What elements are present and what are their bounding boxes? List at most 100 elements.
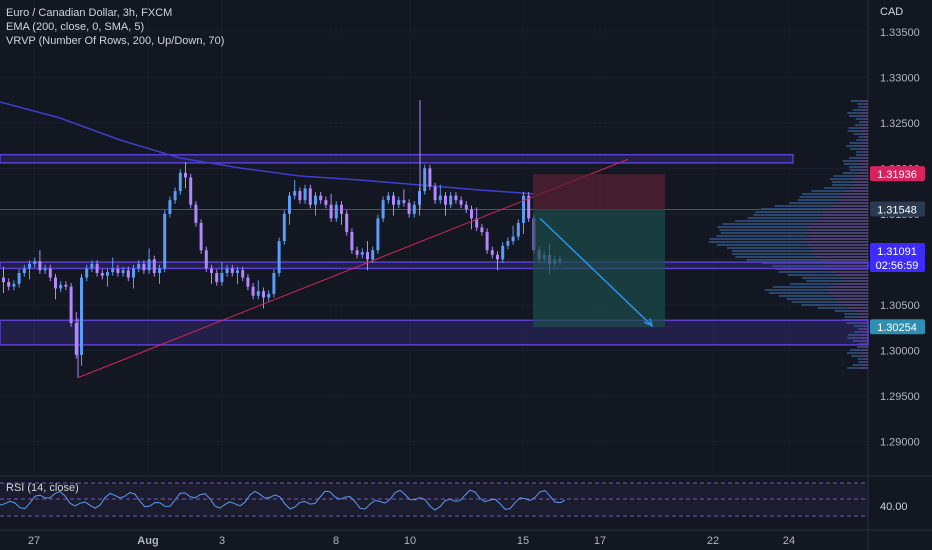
candle-body — [412, 204, 416, 214]
price-tick-label: 1.30500 — [880, 300, 920, 312]
candle-body — [116, 268, 120, 273]
candle-body — [28, 263, 31, 269]
volume-bar-up — [858, 121, 865, 123]
candle-body — [360, 252, 364, 255]
candle-body — [126, 270, 130, 278]
price-label-text: 1.30254 — [877, 322, 917, 334]
volume-bar-down — [835, 274, 868, 276]
volume-bar-down — [841, 304, 868, 306]
volume-bar-up — [854, 331, 863, 333]
candle-body — [464, 204, 468, 210]
candle-body — [230, 268, 234, 273]
volume-bar-down — [804, 241, 868, 243]
volume-bar-down — [841, 277, 868, 279]
time-tick-label: 24 — [783, 535, 795, 547]
volume-bar-down — [860, 169, 868, 171]
volume-bar-up — [852, 364, 862, 366]
candle-body — [376, 218, 380, 251]
volume-bar-down — [861, 100, 868, 102]
candle-body — [303, 188, 307, 201]
volume-bar-up — [849, 169, 861, 171]
volume-bar-down — [858, 163, 868, 165]
volume-bar-down — [859, 352, 868, 354]
volume-bar-down — [860, 142, 868, 144]
volume-bar-up — [753, 214, 823, 216]
volume-bar-down — [862, 325, 868, 327]
volume-bar-down — [829, 265, 868, 267]
volume-bar-up — [842, 172, 858, 174]
volume-bar-up — [844, 313, 859, 315]
volume-bar-up — [806, 280, 844, 282]
candle-body — [272, 272, 276, 294]
candle-body — [355, 250, 359, 255]
volume-bar-down — [861, 109, 868, 111]
volume-bar-up — [855, 154, 864, 156]
candle-body — [48, 268, 52, 278]
volume-bar-up — [790, 283, 837, 285]
volume-bar-up — [732, 253, 814, 255]
candle-body — [267, 293, 271, 298]
rsi-pane: 40.00 — [0, 475, 932, 517]
zone-rect — [0, 153, 794, 164]
price-label-box — [870, 166, 925, 182]
volume-bar-down — [809, 223, 868, 225]
take-profit-zone — [533, 209, 665, 328]
time-tick-label: 15 — [517, 535, 529, 547]
volume-bar-up — [755, 211, 823, 213]
volume-bar-down — [858, 313, 868, 315]
volume-bar-up — [848, 334, 861, 336]
volume-profile — [708, 100, 868, 369]
volume-bar-up — [735, 220, 815, 222]
volume-bar-up — [844, 316, 859, 318]
volume-bar-down — [843, 280, 868, 282]
candle-body — [314, 195, 317, 205]
volume-bar-down — [813, 250, 868, 252]
short-position-tool[interactable] — [533, 174, 665, 328]
volume-bar-up — [716, 235, 808, 237]
symbol-title[interactable]: Euro / Canadian Dollar, 3h, FXCM — [6, 7, 173, 19]
candle-body — [496, 254, 499, 260]
volume-bar-up — [786, 298, 836, 300]
volume-bar-up — [774, 205, 831, 207]
volume-bar-down — [852, 178, 868, 180]
rsi-line — [0, 489, 566, 511]
volume-bar-down — [819, 259, 868, 261]
volume-bar-down — [858, 316, 868, 318]
time-tick-label: 27 — [28, 535, 40, 547]
volume-bar-up — [842, 160, 858, 162]
volume-bar-down — [859, 112, 868, 114]
candle-body — [241, 270, 245, 278]
candle-body — [433, 186, 437, 201]
volume-bar-down — [860, 115, 868, 117]
candle-body — [220, 272, 224, 283]
price-tick-label: 1.33500 — [880, 27, 920, 39]
price-label-box — [870, 243, 925, 259]
candle-body — [256, 291, 260, 296]
volume-bar-up — [854, 325, 863, 327]
volume-bar-up — [761, 262, 826, 264]
candle-body — [90, 263, 94, 269]
ema-indicator-label[interactable]: EMA (200, close, 0, SMA, 5) — [6, 21, 145, 33]
volume-bar-up — [727, 247, 812, 249]
volume-bar-up — [778, 295, 833, 297]
candle-body — [95, 263, 99, 273]
candle-body — [80, 277, 83, 355]
volume-bar-up — [846, 145, 860, 147]
candle-body — [158, 268, 161, 273]
volume-bar-up — [772, 286, 830, 288]
vrvp-indicator-label[interactable]: VRVP (Number Of Rows, 200, Up/Down, 70) — [6, 35, 225, 47]
volume-bar-up — [853, 340, 863, 342]
time-axis: 27 Aug 3 8 10 15 17 22 24 — [0, 529, 932, 547]
candle-body — [132, 268, 135, 278]
volume-bar-up — [719, 229, 809, 231]
time-tick-label: 22 — [707, 535, 719, 547]
volume-bar-down — [859, 337, 868, 339]
rsi-indicator-label[interactable]: RSI (14, close) — [6, 482, 79, 494]
volume-bar-down — [863, 139, 868, 141]
volume-bar-up — [858, 328, 865, 330]
candle-body — [152, 259, 156, 273]
volume-bar-up — [857, 358, 864, 360]
candle-body — [225, 268, 229, 273]
candle-body — [100, 272, 104, 276]
